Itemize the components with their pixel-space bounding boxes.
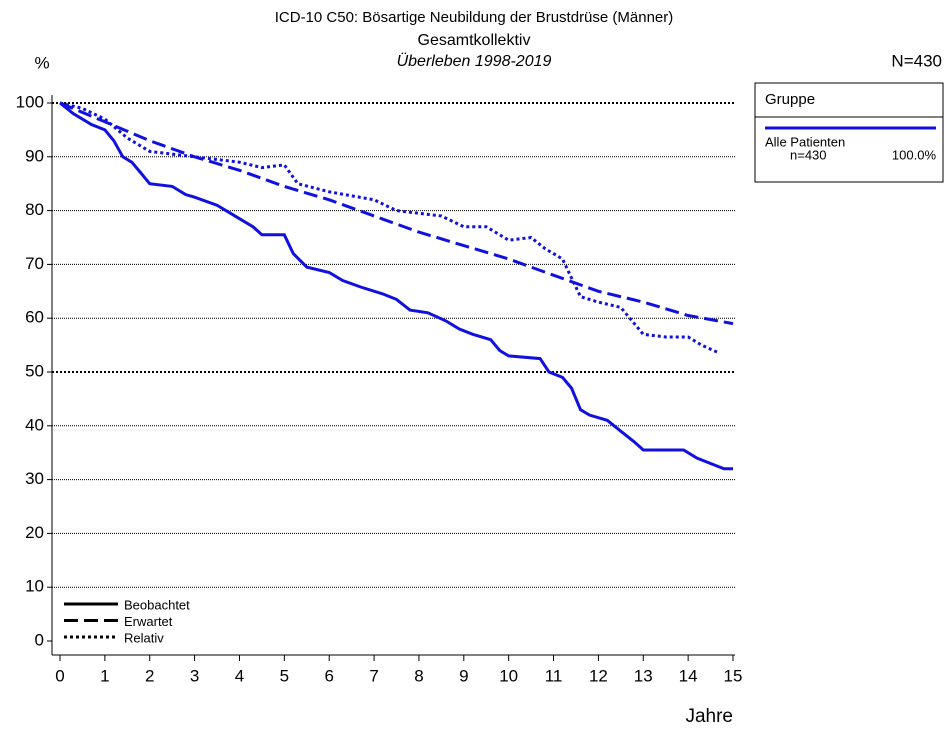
legend-box bbox=[754, 82, 944, 183]
series-line bbox=[59, 101, 734, 326]
group-legend: Gruppe Alle Patienten n=430 100.0% bbox=[754, 82, 944, 183]
y-tick-label: 50 bbox=[25, 361, 44, 380]
x-tick-label: 3 bbox=[190, 666, 199, 685]
x-tick-label: 11 bbox=[545, 666, 563, 685]
x-tick-label: 0 bbox=[55, 666, 64, 685]
y-tick-label: 100 bbox=[16, 92, 44, 111]
n-label: N=430 bbox=[891, 51, 942, 70]
series-line bbox=[59, 101, 733, 471]
x-tick-label: 4 bbox=[235, 666, 244, 685]
group-pct: 100.0% bbox=[892, 147, 937, 162]
y-tick-label: 10 bbox=[25, 577, 44, 596]
legend-title: Gruppe bbox=[765, 91, 815, 108]
x-tick-label: 13 bbox=[634, 666, 653, 685]
x-tick-label: 6 bbox=[324, 666, 333, 685]
x-tick-label: 1 bbox=[100, 666, 109, 685]
y-axis-label: % bbox=[34, 53, 49, 72]
x-tick-label: 10 bbox=[499, 666, 518, 685]
group-name: Alle Patienten bbox=[765, 134, 845, 149]
y-tick-label: 80 bbox=[25, 200, 44, 219]
x-tick-label: 12 bbox=[589, 666, 608, 685]
y-tick-label: 40 bbox=[25, 415, 44, 434]
y-tick-label: 70 bbox=[25, 254, 44, 273]
legend-label: Relativ bbox=[124, 630, 164, 645]
series-line bbox=[59, 101, 721, 355]
group-n: n=430 bbox=[790, 147, 827, 162]
y-tick-label: 30 bbox=[25, 469, 44, 488]
y-tick-label: 20 bbox=[25, 523, 44, 542]
y-tick-label: 0 bbox=[35, 630, 44, 649]
x-tick-label: 8 bbox=[414, 666, 423, 685]
legend-label: Beobachtet bbox=[124, 597, 190, 612]
x-tick-label: 9 bbox=[459, 666, 468, 685]
y-tick-label: 90 bbox=[25, 146, 44, 165]
x-tick-label: 15 bbox=[724, 666, 743, 685]
x-axis-label: Jahre bbox=[685, 706, 733, 727]
y-tick-label: 60 bbox=[25, 308, 44, 327]
x-tick-label: 2 bbox=[145, 666, 154, 685]
chart-subtitle: Gesamtkollektiv bbox=[418, 32, 531, 49]
x-tick-label: 5 bbox=[280, 666, 289, 685]
chart-title: ICD-10 C50: Bösartige Neubildung der Bru… bbox=[275, 9, 674, 26]
legend-label: Erwartet bbox=[124, 614, 173, 629]
chart-period: Überleben 1998-2019 bbox=[397, 52, 552, 70]
x-tick-label: 14 bbox=[679, 666, 698, 685]
x-tick-label: 7 bbox=[369, 666, 378, 685]
